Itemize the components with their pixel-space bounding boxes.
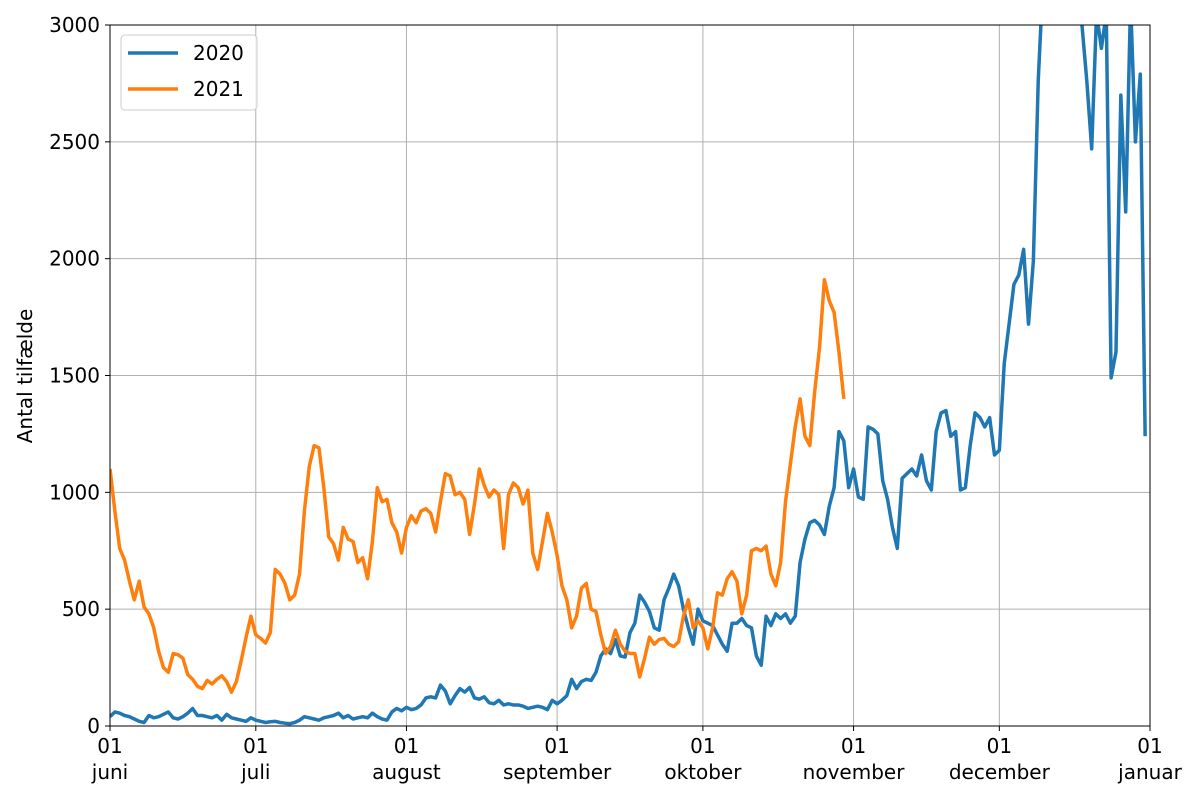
x-tick-label: 01 <box>690 734 715 758</box>
y-tick-label: 1500 <box>49 364 100 388</box>
plot-lines <box>110 25 1147 726</box>
series-line <box>110 25 1147 726</box>
y-tick-label: 3000 <box>49 13 100 37</box>
x-tick-label: 01 <box>1137 734 1162 758</box>
x-tick-label: 01 <box>987 734 1012 758</box>
y-tick-label: 500 <box>62 597 100 621</box>
y-axis-label: Antal tilfælde <box>13 309 37 444</box>
x-tick-month: juni <box>91 760 128 784</box>
x-tick-month: oktober <box>664 760 742 784</box>
legend-label: 2021 <box>193 77 244 101</box>
x-tick-label: 01 <box>544 734 569 758</box>
x-tick-month: juli <box>240 760 270 784</box>
series-line <box>110 277 846 694</box>
x-tick-month: september <box>503 760 612 784</box>
y-tick-label: 2000 <box>49 247 100 271</box>
x-tick-month: november <box>803 760 906 784</box>
x-tick-label: 01 <box>97 734 122 758</box>
y-tick-label: 0 <box>87 714 100 738</box>
legend: 2020 2021 <box>120 34 258 111</box>
y-tick-label: 2500 <box>49 130 100 154</box>
x-tick-label: 01 <box>243 734 268 758</box>
x-tick-label: 01 <box>841 734 866 758</box>
x-tick-month: august <box>372 760 441 784</box>
x-tick-label: 01 <box>394 734 419 758</box>
plot-frame <box>109 24 1151 727</box>
y-tick-label: 1000 <box>49 480 100 504</box>
x-tick-month: december <box>949 760 1051 784</box>
legend-label: 2020 <box>193 41 244 65</box>
x-tick-month: januar <box>1117 760 1182 784</box>
